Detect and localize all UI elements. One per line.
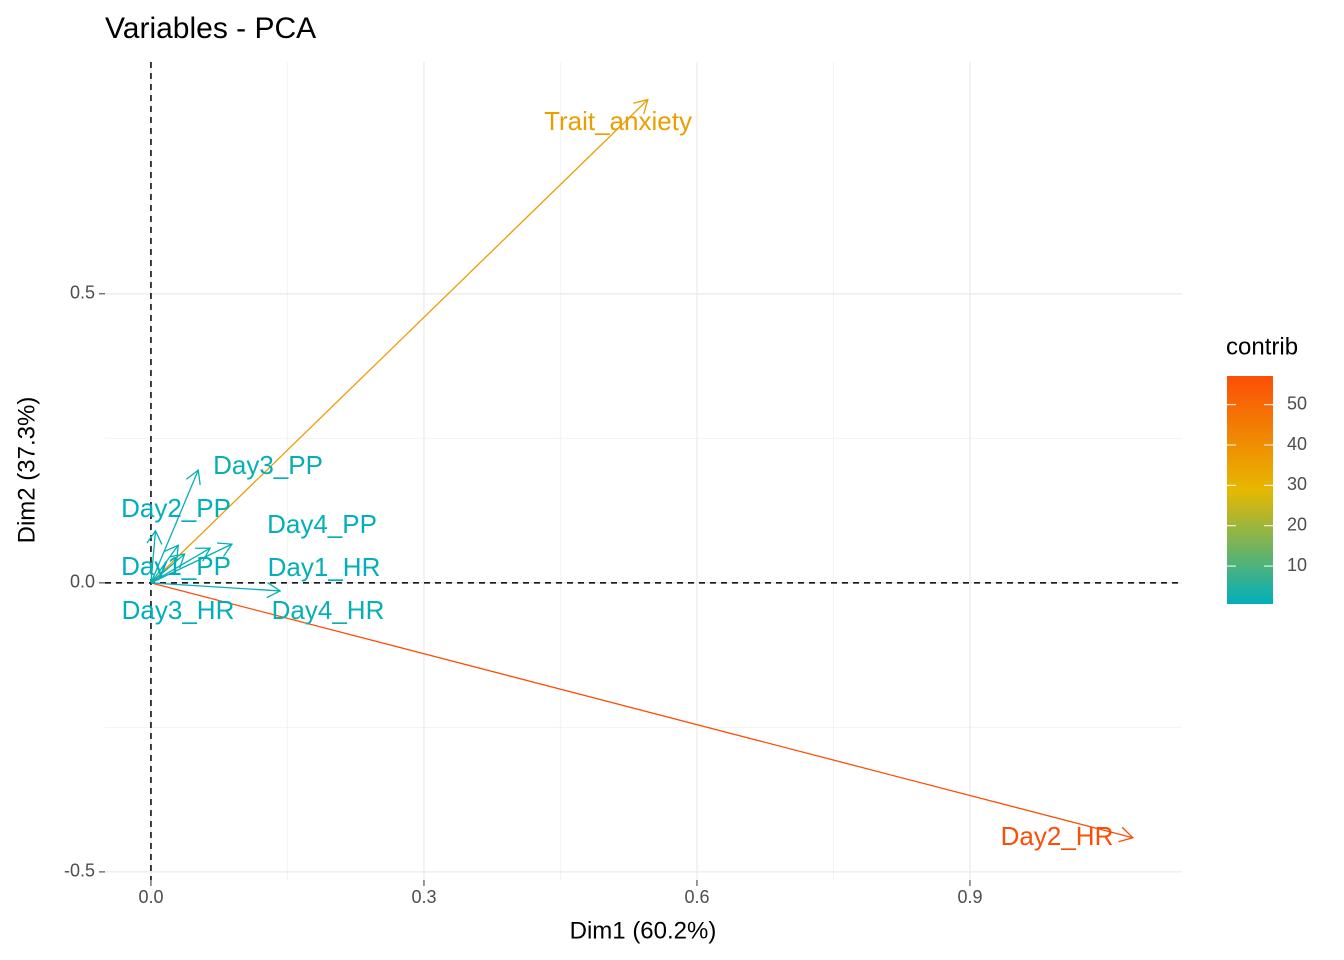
x-tick-label: 0.3: [411, 887, 436, 907]
arrow-shaft: [150, 582, 281, 592]
variable-label: Day3_PP: [213, 450, 323, 480]
variable-label: Day4_PP: [267, 509, 377, 539]
x-tick-label: 0.9: [957, 887, 982, 907]
arrow-shaft: [150, 553, 186, 584]
variable-label: Day2_HR: [1001, 821, 1114, 851]
x-axis-title: Dim1 (60.2%): [570, 917, 717, 944]
y-tick-label: 0.5: [70, 283, 95, 303]
variable-arrow: [150, 553, 186, 584]
x-tick-label: 0.0: [138, 887, 163, 907]
chart-title: Variables - PCA: [105, 12, 316, 45]
variable-arrow: [150, 582, 1135, 843]
arrow-head: [195, 547, 212, 562]
arrow-head: [185, 468, 201, 486]
variable-arrow: [150, 98, 649, 584]
legend-title: contrib: [1226, 333, 1298, 360]
y-tick-label: 0.0: [70, 572, 95, 592]
arrow-head: [216, 542, 234, 557]
arrow-head: [1118, 826, 1135, 843]
arrow-shaft: [150, 544, 179, 584]
arrow-head: [169, 553, 186, 569]
variable-label: Day1_HR: [268, 552, 381, 582]
variable-arrow: [150, 542, 234, 584]
arrow-shaft: [150, 582, 1134, 839]
colorbar-tick-label: 30: [1287, 474, 1307, 494]
variable-arrow: [146, 529, 163, 583]
y-axis-title: Dim2 (37.3%): [13, 397, 40, 544]
arrow-shaft: [150, 99, 649, 584]
arrow-shaft: [150, 530, 157, 583]
variable-arrow: [150, 582, 282, 599]
colorbar-tick-label: 40: [1287, 434, 1307, 454]
arrow-head: [633, 98, 649, 115]
arrow-shaft: [150, 543, 233, 584]
x-tick-label: 0.6: [684, 887, 709, 907]
variable-label: Day3_HR: [122, 595, 235, 625]
variable-label: Day4_HR: [272, 595, 385, 625]
arrow-head: [146, 529, 163, 545]
variable-label: Trait_anxiety: [544, 106, 692, 136]
colorbar-tick-label: 50: [1287, 393, 1307, 413]
arrow-head: [266, 582, 282, 599]
variable-label: Day2_PP: [121, 493, 231, 523]
colorbar: [1227, 376, 1273, 604]
variable-arrow: [150, 468, 201, 584]
colorbar-tick-label: 10: [1287, 555, 1307, 575]
arrow-shaft: [150, 469, 199, 584]
y-tick-label: -0.5: [64, 861, 95, 881]
colorbar-tick-label: 20: [1287, 514, 1307, 534]
